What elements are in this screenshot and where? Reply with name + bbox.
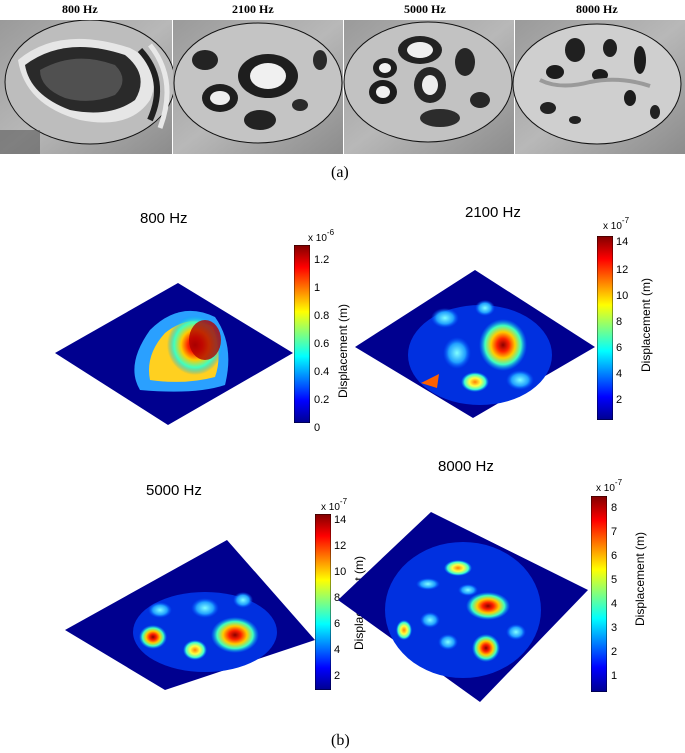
- plot-8000hz-colorbar-label: Displacement (m): [633, 531, 647, 626]
- panel-b-caption: (b): [331, 732, 350, 749]
- fringe-image-5000hz: [343, 20, 514, 154]
- plot-8000hz-ticks: 8 7 6 5 4 3 2 1: [611, 502, 618, 682]
- plot-5000hz-title: 5000 Hz: [146, 482, 202, 499]
- plot-2100hz-ticks: 14 12 10 8 6 4 2: [616, 236, 629, 406]
- plot-800hz-surface: [55, 283, 293, 425]
- plot-5000hz-colorbar: [315, 514, 331, 690]
- plot-8000hz-colorbar: [591, 496, 607, 692]
- panel-a-title-2: 2100 Hz: [232, 2, 274, 16]
- fringe-image-2100hz: [173, 20, 343, 154]
- panel-a: 800 Hz 2100 Hz 5000 Hz 8000 Hz: [0, 0, 685, 185]
- panel-a-caption: (a): [331, 164, 349, 181]
- plot-800hz-colorbar: [294, 245, 310, 423]
- plot-2100hz-colorbar-label: Displacement (m): [639, 277, 653, 372]
- panel-a-title-4: 8000 Hz: [576, 2, 618, 16]
- plot-2100hz-colorbar: [597, 236, 613, 420]
- plot-8000hz-title: 8000 Hz: [438, 458, 494, 475]
- plot-5000hz-exponent: x 10-7: [321, 497, 348, 513]
- panel-a-title-3: 5000 Hz: [404, 2, 446, 16]
- plot-2100hz-title: 2100 Hz: [465, 204, 521, 221]
- plot-800hz-title: 800 Hz: [140, 210, 188, 227]
- plot-800hz-ticks: 1.2 1 0.8 0.6 0.4 0.2 0: [314, 254, 330, 434]
- plot-5000hz-surface: [65, 540, 315, 690]
- plot-5000hz-ticks: 14 12 10 8 6 4 2: [334, 514, 347, 682]
- fringe-image-800hz: [0, 20, 176, 154]
- plot-8000hz-surface: [338, 512, 588, 702]
- panel-b: 800 Hz x 10-6 1.2 1 0.8 0.6 0.4 0.2 0 Di…: [0, 190, 685, 753]
- plot-8000hz-exponent: x 10-7: [596, 478, 623, 494]
- plot-2100hz-surface: [355, 270, 595, 418]
- plot-800hz-colorbar-label: Displacement (m): [336, 303, 350, 398]
- fringe-image-8000hz: [512, 20, 685, 154]
- plot-800hz-exponent: x 10-6: [308, 228, 335, 244]
- plot-2100hz-exponent: x 10-7: [603, 216, 630, 232]
- fringe-image-strip: [0, 20, 685, 154]
- panel-a-title-1: 800 Hz: [62, 2, 98, 16]
